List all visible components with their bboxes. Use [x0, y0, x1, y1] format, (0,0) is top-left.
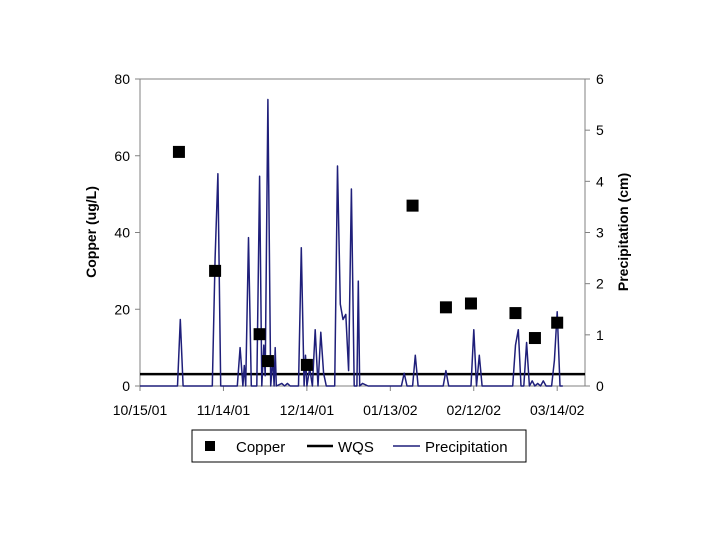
- x-axis: 10/15/01 11/14/01 12/14/01 01/13/02 02/12/02…: [113, 386, 585, 418]
- y2-tick-label: 4: [596, 173, 604, 189]
- copper-point: [464, 297, 477, 310]
- y-tick-label: 20: [114, 301, 130, 317]
- copper-point: [253, 328, 266, 341]
- copper-point: [439, 301, 452, 314]
- legend-wqs-label: WQS: [338, 439, 374, 456]
- y-tick-label: 40: [114, 225, 130, 241]
- copper-point: [406, 199, 419, 212]
- x-tick-label: 10/15/01: [113, 402, 168, 418]
- y-axis: 0 20 40 60 80: [114, 71, 140, 394]
- precipitation-series: [140, 98, 563, 387]
- y-axis-title: Copper (ug/L): [83, 186, 99, 278]
- y2-tick-label: 3: [596, 225, 604, 241]
- copper-point: [509, 307, 522, 320]
- x-tick-label: 01/13/02: [363, 402, 418, 418]
- x-tick-label: 11/14/01: [197, 402, 251, 418]
- legend-precipitation-label: Precipitation: [425, 439, 508, 456]
- legend-box: [191, 429, 527, 463]
- y2-tick-label: 2: [596, 276, 604, 292]
- copper-point: [261, 355, 274, 368]
- copper-point: [528, 332, 541, 345]
- legend-copper-marker: [205, 441, 215, 451]
- x-tick-label: 02/12/02: [447, 402, 502, 418]
- copper-point: [300, 358, 313, 371]
- copper-series: [172, 145, 564, 371]
- y-tick-label: 60: [114, 148, 130, 164]
- x-tick-label: 03/14/02: [530, 402, 585, 418]
- legend-copper-label: Copper: [236, 439, 285, 456]
- y-tick-label: 80: [114, 71, 130, 87]
- y2-axis: 0 1 2 3 4 5 6: [585, 71, 604, 394]
- legend: Copper WQS Precipitation: [191, 429, 527, 463]
- copper-point: [551, 316, 564, 329]
- y-tick-label: 0: [122, 378, 130, 394]
- x-tick-label: 12/14/01: [280, 402, 335, 418]
- copper-point: [209, 264, 222, 277]
- y2-tick-label: 0: [596, 378, 604, 394]
- y2-tick-label: 5: [596, 122, 604, 138]
- y2-axis-title: Precipitation (cm): [615, 173, 631, 291]
- precipitation-line: [140, 98, 563, 387]
- y2-tick-label: 6: [596, 71, 604, 87]
- y2-tick-label: 1: [596, 327, 604, 343]
- copper-point: [172, 145, 185, 158]
